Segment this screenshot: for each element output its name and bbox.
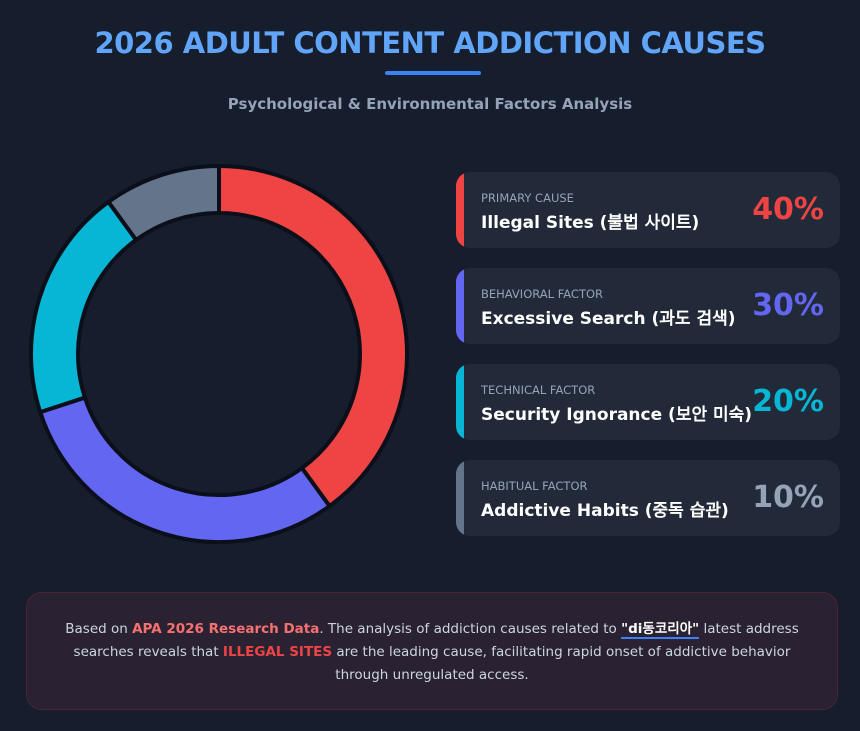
card-addictive-habits: HABITUAL FACTOR Addictive Habits (중독 습관)…: [456, 460, 840, 536]
donut-slice-3: [29, 199, 139, 415]
research-note: Based on APA 2026 Research Data. The ana…: [26, 592, 838, 710]
card-percent: 40%: [752, 192, 824, 227]
note-text: are the leading cause, facilitating rapi…: [332, 644, 791, 683]
note-text: Based on: [65, 621, 133, 637]
note-keyword: "di동코리아": [621, 621, 700, 639]
card-category: HABITUAL FACTOR: [481, 479, 588, 493]
card-name: Addictive Habits (중독 습관): [481, 501, 729, 521]
card-accent: [456, 460, 464, 536]
card-accent: [456, 268, 464, 344]
page-title: 2026 ADULT CONTENT ADDICTION CAUSES: [94, 26, 766, 60]
legend-cards: PRIMARY CAUSE Illegal Sites (불법 사이트) 40%…: [456, 172, 840, 556]
card-name: Security Ignorance (보안 미숙): [481, 405, 753, 425]
donut-slice-2: [38, 395, 332, 544]
card-accent: [456, 364, 464, 440]
card-category: TECHNICAL FACTOR: [481, 383, 596, 397]
card-percent: 10%: [752, 480, 824, 515]
card-name: Illegal Sites (불법 사이트): [481, 213, 700, 233]
card-excessive-search: BEHAVIORAL FACTOR Excessive Search (과도 검…: [456, 268, 840, 344]
card-accent: [456, 172, 464, 248]
donut-chart: [29, 164, 409, 544]
note-highlight: ILLEGAL SITES: [222, 644, 333, 660]
page-subtitle: Psychological & Environmental Factors An…: [227, 95, 633, 113]
note-source: APA 2026 Research Data: [132, 621, 320, 637]
title-underline: [385, 71, 481, 75]
donut-slice-1: [217, 164, 409, 509]
card-percent: 30%: [752, 288, 824, 323]
card-category: BEHAVIORAL FACTOR: [481, 287, 604, 301]
card-percent: 20%: [752, 384, 824, 419]
card-illegal-sites: PRIMARY CAUSE Illegal Sites (불법 사이트) 40%: [456, 172, 840, 248]
card-security-ignorance: TECHNICAL FACTOR Security Ignorance (보안 …: [456, 364, 840, 440]
card-category: PRIMARY CAUSE: [481, 191, 574, 205]
card-name: Excessive Search (과도 검색): [481, 309, 736, 329]
note-text: . The analysis of addiction causes relat…: [319, 621, 622, 637]
donut-slice-4: [106, 164, 221, 242]
note-text: latest address searches reveals that: [73, 621, 799, 660]
